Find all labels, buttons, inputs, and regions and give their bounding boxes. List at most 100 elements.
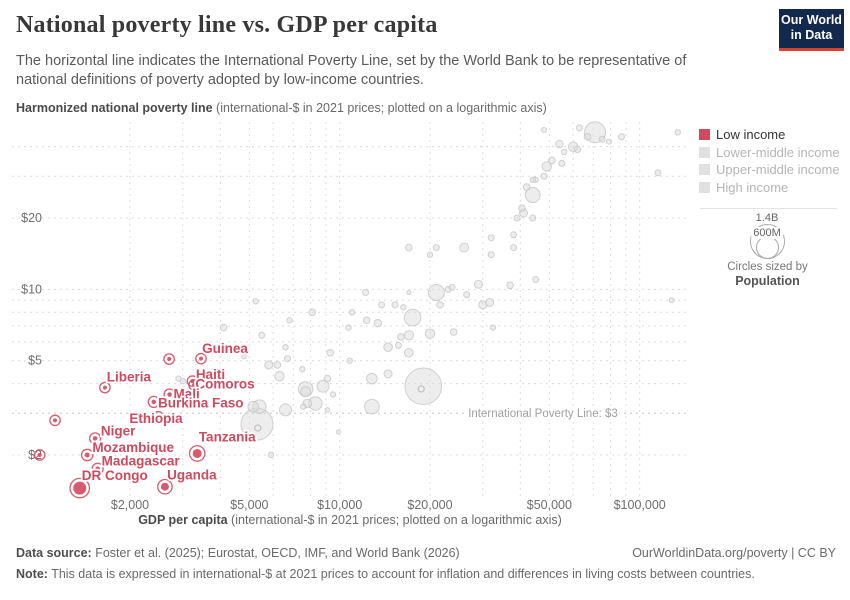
bubble-other-income[interactable] (273, 361, 282, 369)
bubble-other-income[interactable] (383, 342, 393, 353)
bubble-other-income[interactable] (329, 391, 337, 398)
bubble-other-income[interactable] (400, 304, 407, 311)
bubble-other-income[interactable] (510, 231, 518, 239)
bubble-other-income[interactable] (510, 244, 518, 252)
owid-poverty-link[interactable]: OurWorldinData.org/poverty | CC BY (632, 546, 836, 560)
bubble-low-income-niger[interactable] (92, 436, 98, 441)
bubble-other-income[interactable] (575, 124, 583, 132)
bubble-other-income[interactable] (573, 145, 582, 154)
bubble-low-income-mozambique[interactable] (84, 452, 90, 458)
bubble-other-income[interactable] (391, 301, 399, 309)
country-label[interactable]: Guinea (200, 339, 250, 358)
bubble-other-income[interactable] (397, 333, 405, 341)
bubble-other-income[interactable] (284, 355, 292, 363)
bubble-low-income-burkina-faso[interactable] (151, 399, 157, 405)
bubble-other-income[interactable] (264, 360, 274, 370)
bubble-other-income[interactable] (383, 369, 393, 379)
bubble-other-income[interactable] (426, 251, 434, 258)
bubble-other-income[interactable] (378, 301, 386, 309)
bubble-other-income[interactable] (406, 289, 412, 295)
bubble-other-income[interactable] (541, 127, 548, 134)
bubble-other-income[interactable] (463, 291, 471, 299)
bubble-other-income[interactable] (541, 161, 552, 172)
bubble-other-income[interactable] (348, 309, 356, 316)
bubble-other-income[interactable] (485, 298, 495, 308)
bubble-low-income-liberia[interactable] (102, 385, 107, 390)
bubble-low-income-guinea[interactable] (199, 356, 204, 361)
bubble-other-income[interactable] (598, 135, 606, 143)
country-label[interactable]: Mozambique (91, 438, 177, 457)
legend-item-lower-middle-income[interactable]: Lower-middle income (699, 144, 845, 162)
bubble-other-income[interactable] (560, 148, 568, 156)
country-label[interactable]: Uganda (165, 466, 218, 485)
bubble-other-income[interactable] (459, 242, 470, 253)
country-label[interactable]: Liberia (105, 368, 153, 387)
bubble-other-income[interactable] (300, 386, 312, 398)
bubble-low-income-ethiopia[interactable] (156, 414, 161, 419)
bubble-other-income[interactable] (448, 283, 456, 291)
bubble-other-income[interactable] (362, 316, 371, 325)
bubble-other-income[interactable] (540, 172, 548, 180)
bubble-other-income[interactable] (506, 281, 514, 290)
bubble-other-income[interactable] (487, 251, 495, 259)
bubble-other-income[interactable] (274, 371, 285, 382)
bubble-other-income[interactable] (258, 331, 266, 339)
bubble-other-income[interactable] (473, 279, 483, 289)
bubble-other-income[interactable] (219, 323, 228, 332)
bubble-other-income[interactable] (179, 377, 187, 385)
bubble-other-income[interactable] (555, 139, 564, 149)
bubble-other-income[interactable] (326, 348, 335, 357)
bubble-other-income[interactable] (373, 318, 383, 328)
bubble-other-income[interactable] (364, 398, 380, 415)
bubble-other-income[interactable] (404, 347, 414, 358)
bubble-other-income[interactable] (558, 159, 566, 167)
bubble-other-income[interactable] (522, 183, 531, 191)
bubble-other-income[interactable] (324, 407, 331, 413)
country-label[interactable]: Mali (172, 385, 202, 404)
bubble-low-income[interactable] (53, 418, 58, 423)
country-label[interactable]: Burkina Faso (156, 394, 245, 413)
bubble-other-income[interactable] (513, 214, 521, 222)
bubble-other-income[interactable] (674, 129, 682, 136)
bubble-other-income[interactable] (254, 424, 262, 432)
bubble-other-income[interactable] (394, 341, 402, 349)
owid-logo[interactable]: Our World in Data (779, 9, 844, 51)
bubble-low-income[interactable] (37, 453, 42, 457)
country-label[interactable]: DR Congo (80, 466, 149, 485)
bubble-other-income[interactable] (583, 133, 592, 141)
bubble-other-income[interactable] (532, 276, 540, 284)
bubble-other-income[interactable] (279, 403, 293, 417)
bubble-other-income[interactable] (618, 133, 626, 141)
country-label[interactable]: Haiti (194, 365, 227, 384)
bubble-other-income[interactable] (403, 330, 415, 341)
bubble-low-income-uganda[interactable] (160, 482, 169, 491)
bubble-other-income[interactable] (282, 344, 289, 351)
bubble-other-income[interactable] (316, 379, 330, 393)
bubble-other-income[interactable] (286, 317, 293, 324)
country-label[interactable]: Tanzania (197, 428, 258, 447)
bubble-other-income[interactable] (308, 308, 317, 317)
bubble-other-income[interactable] (489, 324, 497, 331)
bubble-other-income[interactable] (529, 214, 537, 222)
bubble-other-income[interactable] (362, 288, 370, 296)
bubble-low-income-comoros[interactable] (192, 382, 197, 387)
bubble-other-income[interactable] (605, 138, 612, 145)
country-label[interactable]: Comoros (194, 375, 257, 394)
bubble-other-income[interactable] (346, 357, 353, 364)
bubble-other-income[interactable] (403, 308, 422, 327)
bubble-other-income[interactable] (668, 297, 675, 304)
bubble-other-income[interactable] (432, 244, 440, 252)
bubble-other-income[interactable] (299, 366, 306, 373)
bubble-other-income[interactable] (405, 243, 413, 252)
country-label[interactable]: Madagascar (100, 452, 182, 471)
bubble-other-income[interactable] (366, 372, 378, 385)
bubble-other-income[interactable] (300, 403, 307, 410)
bubble-other-income[interactable] (529, 176, 536, 183)
legend-item-high-income[interactable]: High income (699, 179, 845, 197)
bubble-other-income[interactable] (654, 169, 662, 177)
bubble-other-income[interactable] (449, 328, 458, 336)
bubble-other-income[interactable] (345, 324, 352, 331)
bubble-other-income[interactable] (427, 283, 445, 301)
bubble-other-income[interactable] (267, 451, 275, 459)
bubble-low-income-tanzania[interactable] (192, 448, 202, 458)
